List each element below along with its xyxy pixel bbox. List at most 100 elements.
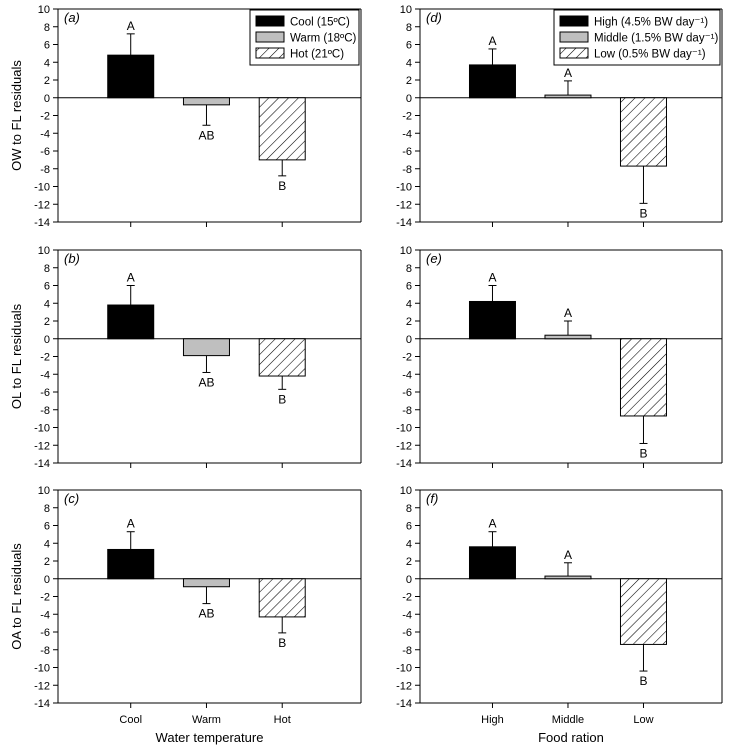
y-tick-label: -2 [402,111,412,123]
significance-letter: AB [198,128,214,142]
bar-high [468,64,516,99]
y-tick-label: 8 [406,22,412,34]
y-tick-label: 6 [44,40,50,52]
legend-entry: Low (0.5% BW day⁻¹) [594,49,706,61]
chart-panel-c: 10 8 6 4 2 0 -2 -4 -6 -8 -10 -12 -14 (c) OA to FL resi… [9,485,362,745]
panel-label: (f) [426,491,438,506]
y-tick-label: -8 [402,405,412,417]
y-tick-label: 0 [406,574,412,586]
chart-panel-a: 10 8 6 4 2 0 -2 -4 -6 -8 -10 -12 -14 (a) OW to FL resi… [9,4,362,229]
panel-label: (a) [64,10,80,25]
y-tick-label: -4 [40,609,50,621]
y-tick-label: -4 [40,369,50,381]
y-tick-label: 10 [38,485,50,497]
y-tick-label: -12 [34,440,50,452]
y-tick-label: 10 [38,4,50,16]
bar-hot [258,338,306,377]
y-tick-label: -2 [402,352,412,364]
significance-letter: A [127,271,135,285]
y-tick-label: -10 [34,423,50,435]
y-tick-label: -2 [40,592,50,604]
significance-letter: B [639,446,647,460]
panel-label: (c) [64,491,79,506]
bar-low [619,578,667,645]
y-tick-label: -8 [402,164,412,176]
chart-panel-f: 10 8 6 4 2 0 -2 -4 -6 -8 -10 -12 -14 (f) A High A Middle B… [396,485,723,745]
legend-swatch [559,15,589,27]
bar-hot [258,97,306,161]
significance-letter: A [488,517,496,531]
y-tick-label: -2 [40,111,50,123]
legend-swatch [255,15,285,27]
y-axis-title: OL to FL residuals [9,303,24,409]
significance-letter: A [127,19,135,33]
legend-swatch [255,31,285,43]
y-tick-label: 8 [406,503,412,515]
legend-entry: Warm (18ºC) [290,33,357,45]
significance-letter: A [127,517,135,531]
y-tick-label: -6 [402,146,412,158]
y-tick-label: -6 [402,627,412,639]
y-tick-label: 4 [44,57,50,69]
x-tick-label: Warm [192,714,221,726]
chart-panel-e: 10 8 6 4 2 0 -2 -4 -6 -8 -10 -12 -14 (e) A A B [396,245,723,470]
y-tick-label: 8 [44,263,50,275]
significance-letter: B [278,179,286,193]
y-tick-label: 0 [44,334,50,346]
significance-letter: B [639,206,647,220]
y-tick-label: 2 [406,556,412,568]
y-tick-label: 8 [44,503,50,515]
legend-entry: High (4.5% BW day⁻¹) [594,17,708,29]
bar-warm [182,578,230,588]
significance-letter: A [488,34,496,48]
y-tick-label: 6 [44,281,50,293]
y-tick-label: -6 [40,387,50,399]
significance-letter: AB [198,375,214,389]
bar-low [619,338,667,417]
significance-letter: A [564,548,572,562]
x-tick-label: Cool [119,714,142,726]
y-tick-label: -14 [34,698,50,710]
y-tick-label: -6 [402,387,412,399]
y-tick-label: -14 [396,217,412,229]
bar-middle [544,94,592,99]
legend-swatch [255,47,285,59]
legend: High (4.5% BW day⁻¹) Middle (1.5% BW day⁻… [553,9,721,66]
y-tick-label: -4 [402,128,412,140]
y-tick-label: -2 [40,352,50,364]
y-tick-label: -10 [396,663,412,675]
y-tick-label: -12 [396,680,412,692]
bar-high [468,300,516,340]
y-tick-label: 4 [406,538,412,550]
bar-hot [258,578,306,618]
y-tick-label: -8 [402,645,412,657]
y-tick-label: 2 [44,75,50,87]
y-tick-label: 0 [406,93,412,105]
bar-low [619,97,667,167]
y-tick-label: -8 [40,405,50,417]
x-tick-label: High [481,714,504,726]
significance-letter: B [278,392,286,406]
y-tick-label: -12 [396,440,412,452]
y-tick-label: 4 [406,57,412,69]
bar-high [468,546,516,580]
y-tick-label: -10 [396,182,412,194]
y-tick-label: 0 [44,574,50,586]
y-axis-title: OW to FL residuals [9,60,24,171]
x-tick-label: Hot [274,714,291,726]
y-tick-label: 2 [44,316,50,328]
y-tick-label: -10 [34,182,50,194]
y-tick-label: -6 [40,146,50,158]
panel-label: (d) [426,10,442,25]
y-tick-label: -14 [34,217,50,229]
y-tick-label: -14 [396,458,412,470]
y-tick-label: 10 [400,485,412,497]
bar-cool [107,304,155,340]
y-tick-label: 10 [38,245,50,257]
legend-entry: Middle (1.5% BW day⁻¹) [594,33,718,45]
significance-letter: B [639,674,647,688]
y-tick-label: 2 [406,316,412,328]
y-tick-label: -14 [34,458,50,470]
y-tick-label: 4 [406,298,412,310]
